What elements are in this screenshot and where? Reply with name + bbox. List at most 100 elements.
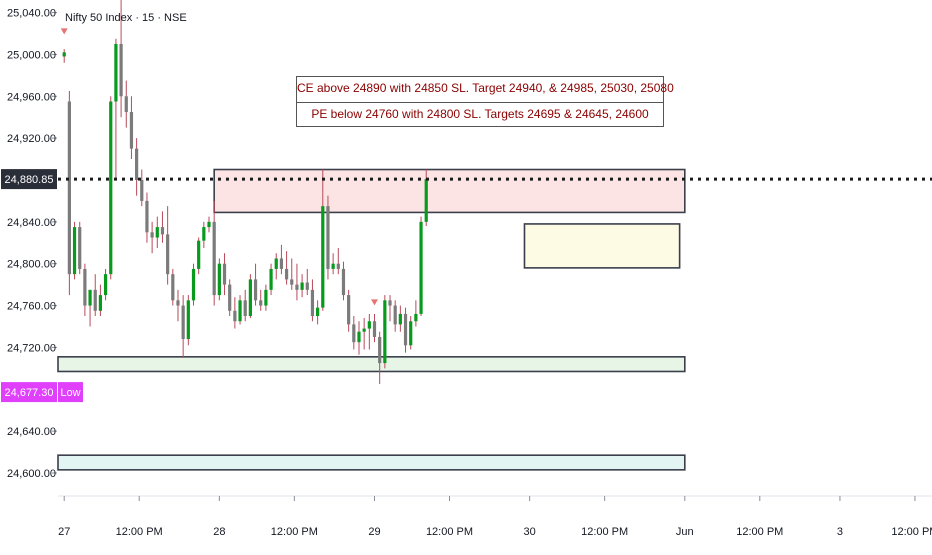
- zone-support-2[interactable]: [57, 356, 686, 373]
- y-tick-label: 24,920.00: [7, 133, 56, 145]
- candle[interactable]: [176, 289, 180, 322]
- candle[interactable]: [393, 300, 397, 332]
- x-tick-label: 12:00 PM: [271, 526, 318, 538]
- candle[interactable]: [83, 263, 87, 317]
- candle[interactable]: [98, 284, 103, 317]
- candle[interactable]: [88, 289, 92, 327]
- candle[interactable]: [197, 237, 201, 275]
- candle[interactable]: [310, 279, 315, 322]
- candle[interactable]: [166, 206, 170, 285]
- candle[interactable]: [93, 274, 97, 317]
- candle[interactable]: [264, 284, 268, 311]
- candle[interactable]: [202, 221, 206, 248]
- candle[interactable]: [155, 216, 159, 248]
- zone-resistance-0[interactable]: [213, 168, 686, 214]
- candle[interactable]: [191, 263, 196, 306]
- candle[interactable]: [388, 295, 392, 322]
- candle[interactable]: [372, 313, 377, 343]
- candle[interactable]: [103, 268, 108, 301]
- candle[interactable]: [357, 321, 361, 355]
- candle-body: [290, 279, 294, 285]
- candle[interactable]: [409, 316, 413, 350]
- candle[interactable]: [419, 216, 423, 317]
- x-tick-label: 12:00 PM: [426, 526, 473, 538]
- candle[interactable]: [124, 80, 128, 128]
- candle-body: [166, 234, 170, 275]
- candle[interactable]: [336, 248, 340, 275]
- candle[interactable]: [378, 331, 382, 385]
- candle[interactable]: [248, 274, 252, 319]
- candle[interactable]: [217, 258, 221, 301]
- candle[interactable]: [238, 295, 242, 325]
- candle[interactable]: [109, 96, 113, 280]
- candle-body: [316, 307, 320, 317]
- candle[interactable]: [212, 200, 216, 306]
- zone-support-3[interactable]: [57, 454, 686, 471]
- candle[interactable]: [140, 169, 144, 207]
- candle[interactable]: [274, 253, 278, 280]
- candle[interactable]: [331, 253, 335, 275]
- candle[interactable]: [67, 91, 71, 296]
- candle[interactable]: [341, 261, 346, 301]
- candle-body: [352, 324, 356, 343]
- candle-body: [424, 179, 428, 222]
- candle[interactable]: [62, 49, 66, 63]
- candle[interactable]: [135, 138, 139, 196]
- candle-body: [331, 263, 335, 269]
- candle[interactable]: [352, 316, 356, 350]
- candle[interactable]: [383, 295, 387, 369]
- candle[interactable]: [326, 195, 330, 280]
- y-axis[interactable]: 25,040.00 25,000.00 24,960.00 24,920.00 24,8…: [1, 8, 83, 480]
- candle[interactable]: [367, 313, 371, 350]
- candle-body: [62, 52, 66, 57]
- candle[interactable]: [259, 289, 263, 311]
- candle[interactable]: [78, 221, 82, 275]
- candle[interactable]: [207, 216, 211, 233]
- candle-body: [145, 200, 149, 233]
- candle-body: [284, 268, 289, 280]
- candle[interactable]: [181, 295, 185, 358]
- candle-body: [98, 295, 103, 311]
- low-tag-badge: [58, 382, 83, 403]
- chart-title: Nifty 50 Index · 15 · NSE: [65, 12, 187, 24]
- y-tick-label: 24,720.00: [7, 342, 56, 354]
- candle[interactable]: [284, 251, 289, 285]
- candle[interactable]: [253, 263, 258, 306]
- candle[interactable]: [295, 263, 299, 301]
- candle[interactable]: [398, 305, 402, 332]
- candle[interactable]: [114, 38, 118, 180]
- candle[interactable]: [186, 295, 190, 346]
- candle[interactable]: [72, 221, 77, 280]
- candle[interactable]: [129, 96, 134, 160]
- candle[interactable]: [305, 268, 309, 296]
- candle[interactable]: [403, 307, 408, 353]
- x-axis[interactable]: 27 12:00 PM 28 12:00 PM 29 12:00 PM 30 12:00 PM…: [58, 495, 932, 538]
- candle[interactable]: [233, 297, 237, 329]
- candle[interactable]: [347, 289, 351, 332]
- ce-trade-text: CE above 24890 with 24850 SL. Target 249…: [297, 81, 674, 95]
- candle[interactable]: [228, 279, 232, 317]
- candle[interactable]: [414, 300, 418, 327]
- candle[interactable]: [300, 274, 304, 298]
- trade-plan-annotation[interactable]: CE above 24890 with 24850 SL. Target 249…: [296, 76, 674, 127]
- zone-target-1[interactable]: [523, 223, 681, 269]
- candle[interactable]: [150, 221, 154, 254]
- candle[interactable]: [171, 268, 175, 306]
- candle[interactable]: [290, 258, 294, 290]
- x-tick-label: 12:00 PM: [736, 526, 783, 538]
- candle[interactable]: [243, 289, 247, 322]
- candle-body: [186, 300, 190, 340]
- candle[interactable]: [145, 192, 149, 243]
- candle[interactable]: [119, 0, 123, 118]
- candle[interactable]: [160, 211, 165, 243]
- y-tick-label: 24,760.00: [7, 301, 56, 313]
- candles-layer: [62, 0, 428, 385]
- candle[interactable]: [362, 318, 366, 350]
- candle[interactable]: [269, 263, 273, 296]
- candle[interactable]: [222, 253, 227, 296]
- candle[interactable]: [279, 244, 284, 275]
- candle[interactable]: [321, 169, 325, 311]
- y-tick-label: 24,600.00: [7, 468, 56, 480]
- candle-body: [228, 284, 232, 311]
- candle[interactable]: [316, 300, 320, 325]
